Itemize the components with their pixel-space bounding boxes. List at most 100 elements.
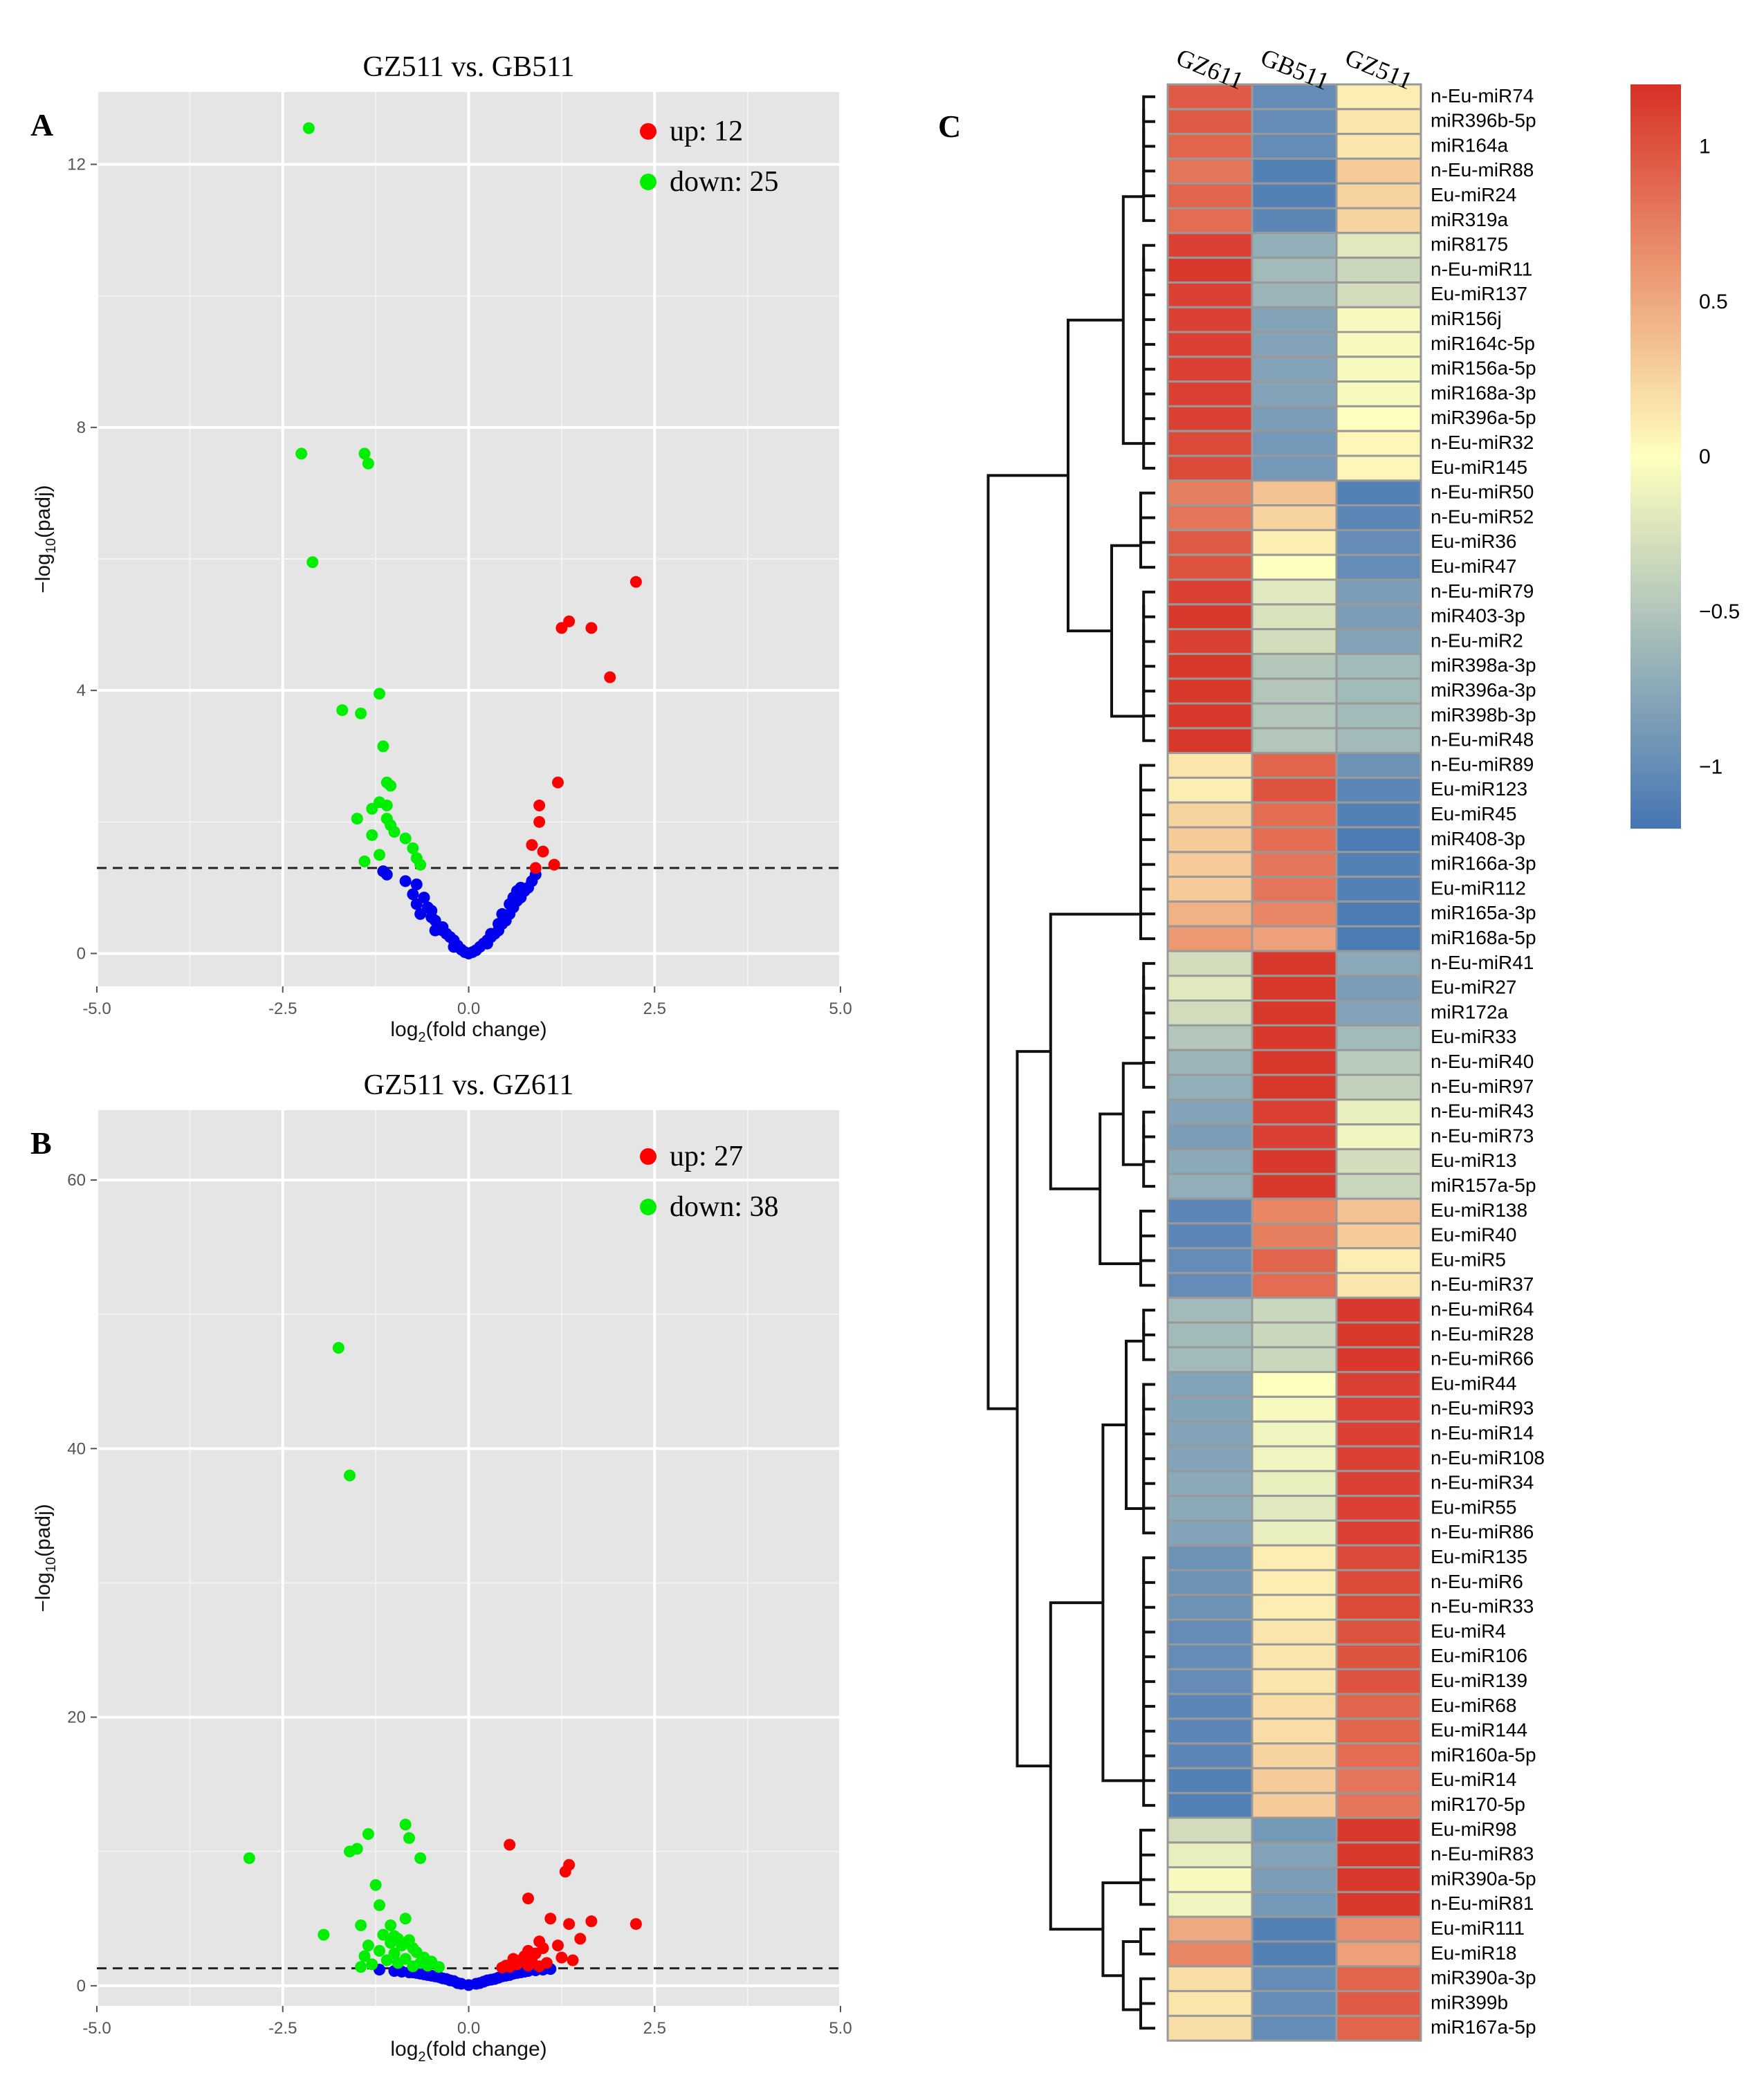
data-point-down — [377, 1928, 389, 1941]
heatmap-cell — [1166, 157, 1253, 185]
x-tick-label: -2.5 — [268, 999, 297, 1018]
heatmap-cell — [1166, 1271, 1253, 1299]
data-point-up — [585, 1915, 598, 1928]
data-point-down — [399, 832, 412, 845]
heatmap-cell — [1166, 1767, 1253, 1794]
heatmap-cell — [1166, 1395, 1253, 1423]
heatmap-cell — [1251, 1049, 1338, 1076]
data-point-down — [366, 1958, 378, 1971]
heatmap-cell — [1166, 652, 1253, 680]
heatmap-cell — [1166, 1693, 1253, 1720]
row-label: Eu-miR45 — [1431, 803, 1516, 824]
heatmap-cell — [1335, 232, 1422, 259]
heatmap-cell — [1335, 752, 1422, 779]
heatmap-cell — [1251, 1866, 1338, 1893]
heatmap-cell — [1335, 900, 1422, 928]
data-point-up — [555, 1951, 568, 1964]
row-label: n-Eu-miR32 — [1431, 432, 1534, 453]
legend-label: up: 27 — [670, 1141, 743, 1172]
row-label: n-Eu-miR83 — [1431, 1843, 1534, 1865]
heatmap-cell — [1166, 1915, 1253, 1943]
dendrogram-branch — [1142, 623, 1155, 668]
row-label: Eu-miR18 — [1431, 1942, 1516, 1964]
dendrogram-branch — [1121, 1062, 1144, 1166]
heatmap-cell — [1335, 1049, 1422, 1076]
heatmap-cell — [1335, 1495, 1422, 1522]
data-point-down — [380, 1954, 393, 1966]
row-label: miR390a-5p — [1431, 1868, 1536, 1889]
heatmap-cell — [1251, 603, 1338, 631]
dendrogram-branch — [1142, 961, 1155, 990]
dendrogram-branch — [1142, 243, 1155, 272]
heatmap-cell — [1251, 925, 1338, 952]
data-point-up — [522, 1960, 534, 1972]
heatmap-cell — [1251, 257, 1338, 284]
row-label: n-Eu-miR34 — [1431, 1472, 1534, 1493]
heatmap-cell — [1335, 257, 1422, 284]
panel-title: GZ511 vs. GB511 — [362, 51, 574, 83]
heatmap-cell — [1166, 1495, 1253, 1522]
row-label: miR165a-3p — [1431, 902, 1536, 923]
row-label: Eu-miR40 — [1431, 1224, 1516, 1246]
data-point-up — [548, 858, 560, 871]
heatmap-cell — [1251, 1717, 1338, 1745]
data-point-down — [374, 1944, 385, 1957]
heatmap-cell — [1251, 380, 1338, 407]
heatmap-cell — [1166, 405, 1253, 432]
row-label: Eu-miR112 — [1431, 877, 1526, 899]
heatmap-cell — [1335, 1420, 1422, 1448]
dendrogram-branch — [1139, 764, 1155, 792]
data-point-up — [604, 671, 616, 683]
data-point-not-significant — [448, 941, 460, 953]
heatmap-cell — [1166, 1371, 1253, 1398]
heatmap-cell — [1335, 1346, 1422, 1374]
heatmap-cell — [1166, 1074, 1253, 1101]
dendrogram-branch — [1142, 1610, 1155, 1659]
heatmap-cell — [1251, 430, 1338, 457]
row-label: n-Eu-miR50 — [1431, 481, 1534, 503]
heatmap-cell — [1166, 1594, 1253, 1621]
row-label: n-Eu-miR43 — [1431, 1100, 1534, 1122]
heatmap-cell — [1251, 1222, 1338, 1250]
row-label: Eu-miR5 — [1431, 1249, 1506, 1270]
heatmap-cell — [1251, 1594, 1338, 1621]
heatmap-cell — [1335, 1940, 1422, 1968]
dendrogram-branch — [1142, 276, 1155, 322]
heatmap-cell — [1166, 727, 1253, 755]
heatmap-cell — [1251, 1098, 1338, 1126]
heatmap-cell — [1251, 1271, 1338, 1299]
heatmap-cell — [1166, 628, 1253, 655]
row-label: Eu-miR4 — [1431, 1620, 1506, 1641]
heatmap-cell — [1251, 727, 1338, 755]
heatmap-cell — [1335, 1519, 1422, 1547]
row-label: miR396b-5p — [1431, 110, 1536, 131]
dendrogram-branch — [1139, 1828, 1155, 1857]
dendrogram-branch — [1139, 890, 1155, 941]
data-point-down — [318, 1928, 330, 1941]
row-label: Eu-miR111 — [1431, 1917, 1525, 1939]
heatmap-cell — [1166, 1965, 1253, 1993]
heatmap-cell — [1251, 900, 1338, 928]
dendrogram-branch — [1142, 1323, 1155, 1361]
x-tick-label: -5.0 — [82, 999, 111, 1018]
data-point-up — [552, 776, 564, 789]
y-tick-label: 4 — [77, 681, 86, 700]
data-point-up — [567, 1954, 579, 1966]
dendrogram-branch — [1142, 1124, 1155, 1163]
heatmap-cell — [1251, 1816, 1338, 1844]
data-point-down — [399, 1818, 412, 1831]
data-point-up — [522, 1892, 534, 1905]
heatmap-cell — [1335, 1569, 1422, 1596]
x-tick-label: -2.5 — [268, 2019, 297, 2038]
heatmap-cell — [1251, 1296, 1338, 1324]
dendrogram-branch — [1139, 524, 1155, 569]
heatmap-cell — [1251, 1742, 1338, 1769]
heatmap-cell — [1251, 1519, 1338, 1547]
heatmap-cell — [1335, 1148, 1422, 1175]
heatmap-cell — [1166, 1247, 1253, 1274]
data-point-down — [358, 448, 371, 460]
heatmap-cell — [1335, 1915, 1422, 1943]
data-point-up — [585, 622, 598, 634]
heatmap-cell — [1166, 553, 1253, 581]
